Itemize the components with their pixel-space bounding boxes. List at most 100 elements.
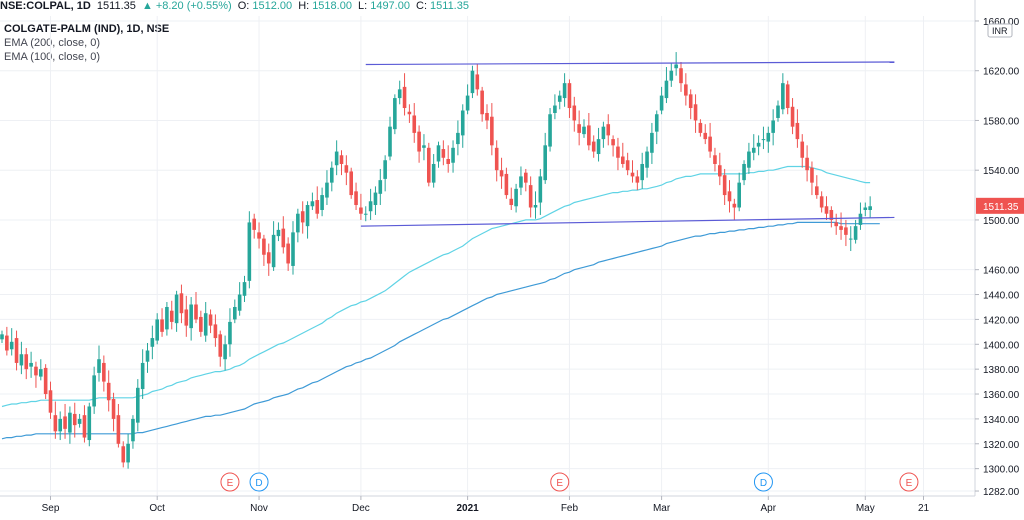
price-axis[interactable]: 1282.00 1300.00 1320.00 1340.00 1360.00 1380.… bbox=[974, 0, 1024, 498]
candle-body bbox=[339, 155, 344, 164]
candle bbox=[19, 341, 24, 375]
candle-body bbox=[383, 160, 387, 179]
candle bbox=[509, 187, 514, 210]
candle bbox=[300, 201, 305, 234]
candle-body bbox=[815, 186, 819, 196]
candle-body bbox=[218, 334, 223, 357]
candle bbox=[436, 141, 441, 168]
candle bbox=[228, 308, 232, 357]
legend-title[interactable]: COLGATE-PALM (IND), 1D, NSE bbox=[4, 23, 170, 35]
candle-body bbox=[480, 90, 484, 115]
candle-body bbox=[761, 139, 766, 141]
candle bbox=[645, 146, 649, 178]
candle bbox=[669, 63, 674, 87]
close-label: C: bbox=[416, 0, 428, 12]
candle-body bbox=[247, 222, 252, 281]
candle-body bbox=[58, 418, 62, 432]
high-label: H: bbox=[298, 0, 310, 12]
candle-body bbox=[77, 418, 82, 424]
time-tick-label: Nov bbox=[250, 503, 268, 514]
candle bbox=[184, 295, 189, 337]
candle bbox=[810, 161, 814, 196]
candle-body bbox=[199, 316, 203, 332]
legend-ema200[interactable]: EMA (200, close, 0) bbox=[4, 37, 100, 49]
candle-body bbox=[262, 238, 266, 255]
candle-body bbox=[470, 70, 475, 94]
candle bbox=[388, 116, 392, 161]
candle-body bbox=[5, 335, 9, 351]
time-axis[interactable]: Sep Oct Nov Dec 2021 Feb Mar Apr May 21 bbox=[0, 495, 975, 514]
candle bbox=[567, 79, 572, 118]
candle-body bbox=[625, 160, 630, 171]
price-tick-label: 1340.00 bbox=[983, 415, 1020, 426]
candle-body bbox=[732, 203, 737, 208]
candle-body bbox=[136, 387, 140, 423]
price-tick-label: 1540.00 bbox=[983, 166, 1020, 177]
candle bbox=[693, 94, 698, 133]
candle bbox=[199, 310, 203, 337]
candle bbox=[218, 330, 223, 367]
candle-body bbox=[286, 243, 290, 264]
candle bbox=[572, 96, 577, 132]
candle bbox=[169, 300, 174, 330]
candle bbox=[334, 140, 339, 176]
trendlines[interactable] bbox=[360, 61, 895, 227]
time-tick-label: 21 bbox=[918, 503, 930, 514]
candle-body bbox=[650, 132, 654, 153]
candle bbox=[131, 415, 135, 449]
candle bbox=[257, 222, 261, 249]
candle bbox=[829, 206, 834, 228]
candle bbox=[24, 348, 29, 380]
candle-body bbox=[635, 176, 640, 183]
candle bbox=[635, 170, 640, 191]
candle-body bbox=[48, 390, 53, 413]
candle-body bbox=[82, 415, 87, 438]
candle-body bbox=[645, 151, 649, 168]
candle-body bbox=[693, 104, 698, 121]
candle-body bbox=[616, 146, 620, 158]
candle bbox=[102, 355, 106, 392]
symbol-name[interactable]: NSE:COLPAL, 1D bbox=[0, 0, 91, 12]
candle bbox=[727, 180, 732, 213]
candle bbox=[296, 208, 300, 243]
candle bbox=[320, 187, 324, 217]
low-value: 1497.00 bbox=[370, 0, 410, 12]
candle bbox=[412, 103, 417, 143]
candle bbox=[664, 66, 669, 104]
candle-body bbox=[490, 116, 494, 146]
candle-body bbox=[722, 175, 727, 196]
candle bbox=[48, 381, 53, 419]
candle bbox=[606, 114, 611, 146]
candle-body bbox=[300, 211, 305, 223]
candle bbox=[596, 127, 601, 162]
candle bbox=[121, 441, 126, 468]
candle-body bbox=[698, 122, 703, 133]
candle bbox=[494, 140, 499, 182]
candle bbox=[587, 112, 591, 151]
candle bbox=[848, 226, 853, 252]
legend-ema100[interactable]: EMA (100, close, 0) bbox=[4, 51, 100, 63]
price-tick-label: 1282.00 bbox=[983, 487, 1020, 498]
candle bbox=[858, 202, 863, 230]
candle-body bbox=[567, 83, 572, 109]
candle-body bbox=[848, 238, 853, 240]
candle-body bbox=[29, 362, 33, 367]
candle bbox=[126, 433, 130, 469]
candle-body bbox=[810, 167, 814, 183]
candle-body bbox=[388, 126, 392, 157]
candle-body bbox=[296, 213, 300, 233]
candle-body bbox=[587, 125, 591, 146]
time-tick-label: Oct bbox=[149, 503, 165, 514]
candle bbox=[616, 137, 620, 171]
candle-body bbox=[140, 362, 145, 390]
candle bbox=[519, 166, 523, 196]
candle bbox=[465, 84, 470, 115]
candle-body bbox=[577, 124, 581, 133]
earnings-marker-label: E bbox=[227, 478, 234, 489]
candle-body bbox=[456, 132, 460, 145]
candle bbox=[839, 212, 843, 240]
candle bbox=[562, 73, 567, 107]
candle-body bbox=[223, 344, 227, 360]
candle-body bbox=[334, 151, 339, 166]
